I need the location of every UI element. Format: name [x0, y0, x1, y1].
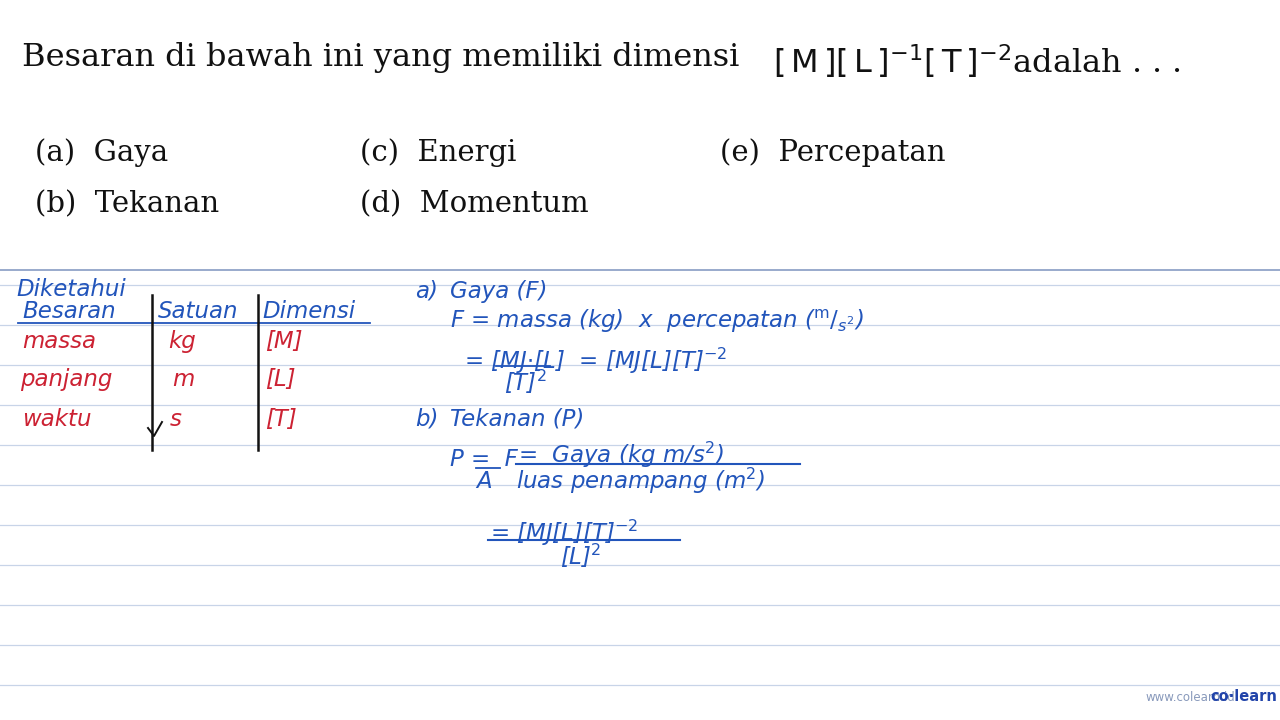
Text: Satuan: Satuan [157, 300, 238, 323]
Text: Besaran di bawah ini yang memiliki dimensi: Besaran di bawah ini yang memiliki dimen… [22, 42, 750, 73]
Text: =  Gaya (kg m/s$^{2}$): = Gaya (kg m/s$^{2}$) [518, 440, 723, 470]
Text: waktu: waktu [22, 408, 91, 431]
Text: Diketahui: Diketahui [15, 278, 125, 301]
Text: (d)  Momentum: (d) Momentum [360, 190, 589, 218]
Text: P =  F: P = F [451, 448, 517, 471]
Text: m: m [172, 368, 195, 391]
Text: (b)  Tekanan: (b) Tekanan [35, 190, 219, 218]
Text: (a)  Gaya: (a) Gaya [35, 138, 168, 167]
Text: (c)  Energi: (c) Energi [360, 138, 516, 167]
Text: kg: kg [168, 330, 196, 353]
Text: = [MJ$\cdot$[L]  = [MJ[L][T]$^{-2}$: = [MJ$\cdot$[L] = [MJ[L][T]$^{-2}$ [451, 346, 727, 376]
Text: [L]$^{2}$: [L]$^{2}$ [561, 542, 602, 570]
Text: $[\,\mathrm{M}\,][\,\mathrm{L}\,]^{-1}[\,\mathrm{T}\,]^{-2}$adalah . . .: $[\,\mathrm{M}\,][\,\mathrm{L}\,]^{-1}[\… [773, 42, 1181, 80]
Text: = [MJ[L][T]$^{-2}$: = [MJ[L][T]$^{-2}$ [490, 518, 639, 548]
Text: massa: massa [22, 330, 96, 353]
Text: [T]: [T] [265, 408, 297, 431]
Text: s: s [170, 408, 182, 431]
Text: [M]: [M] [265, 330, 302, 353]
Text: b): b) [415, 408, 438, 431]
Text: panjang: panjang [20, 368, 113, 391]
Text: luas penampang (m$^{2}$): luas penampang (m$^{2}$) [516, 466, 765, 496]
Text: A: A [476, 470, 492, 493]
Text: a): a) [415, 280, 438, 303]
Text: [L]: [L] [265, 368, 296, 391]
Text: co·learn: co·learn [1210, 689, 1277, 704]
Text: (e)  Percepatan: (e) Percepatan [719, 138, 946, 167]
Text: Besaran: Besaran [22, 300, 115, 323]
Text: Dimensi: Dimensi [262, 300, 355, 323]
Text: F = massa (kg)  x  percepatan ($^{\mathsf{m}}/_{s^{2}}$): F = massa (kg) x percepatan ($^{\mathsf{… [451, 308, 864, 336]
Text: www.colearn.id: www.colearn.id [1146, 691, 1235, 704]
Text: [T]$^{2}$: [T]$^{2}$ [504, 368, 547, 396]
Text: Gaya (F): Gaya (F) [451, 280, 548, 303]
Text: Tekanan (P): Tekanan (P) [451, 408, 584, 431]
